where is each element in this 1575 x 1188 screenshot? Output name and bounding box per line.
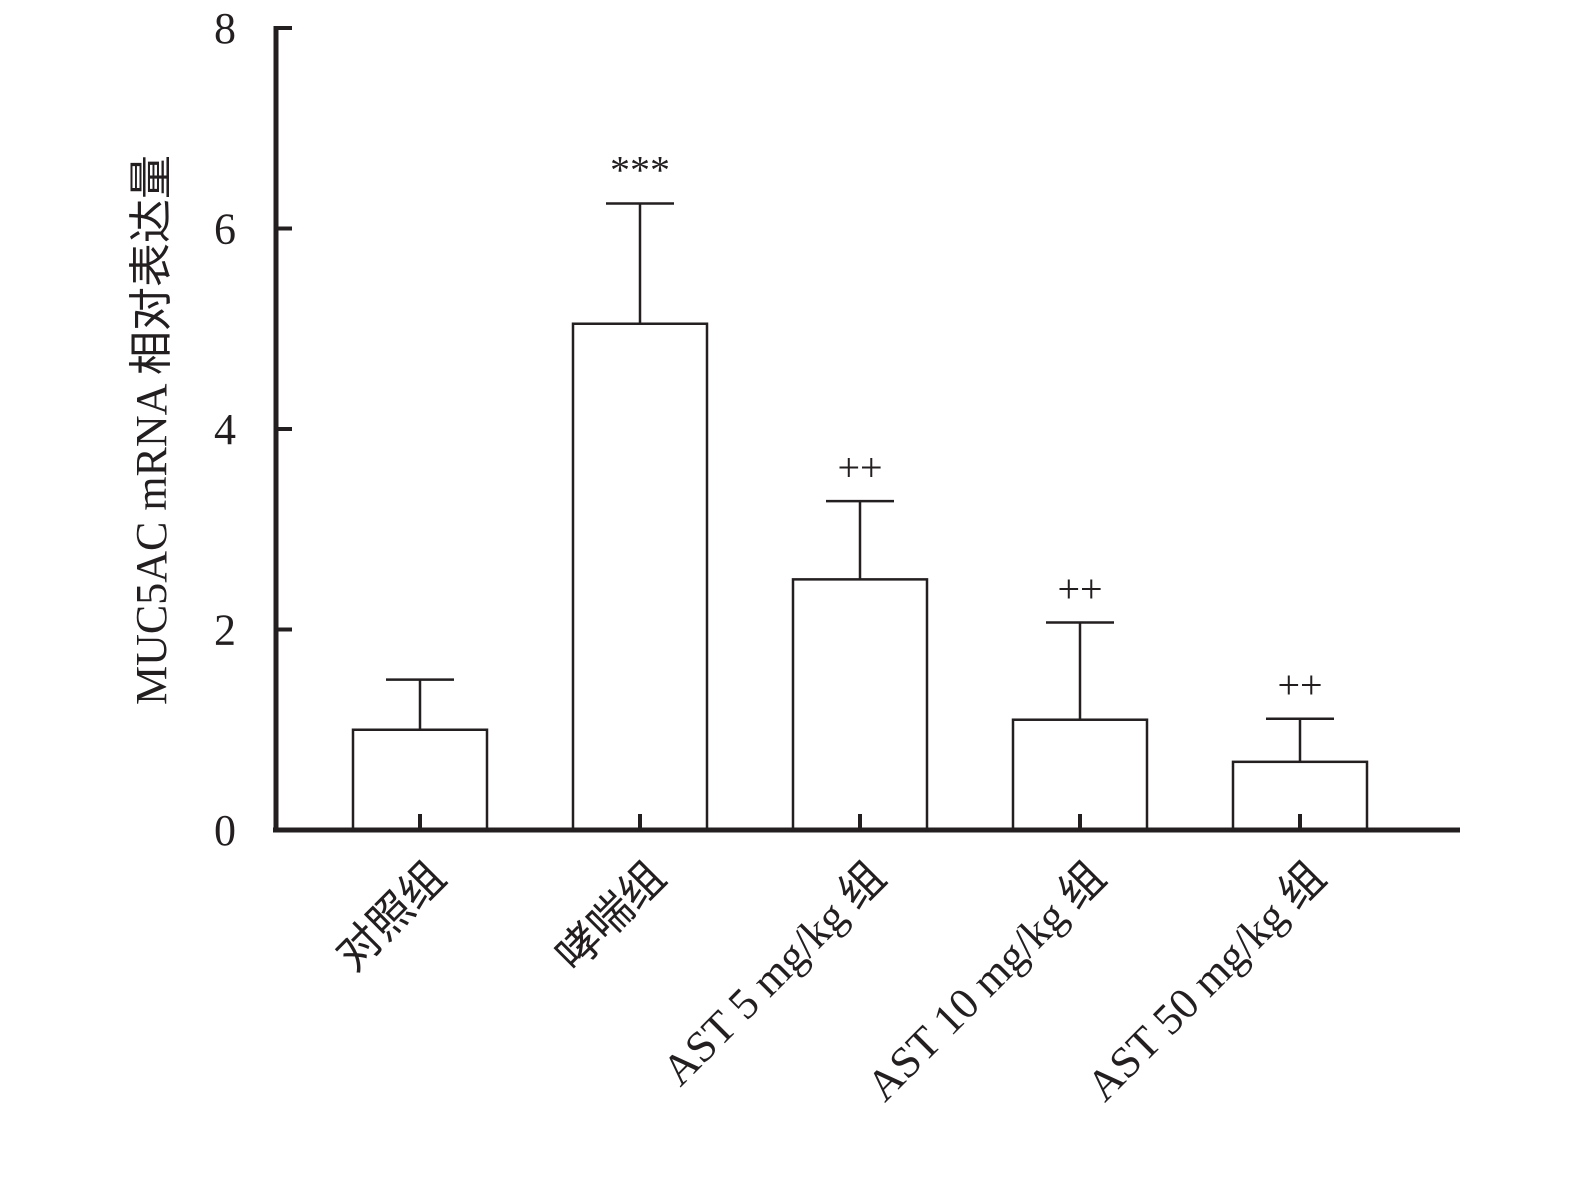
significance-label: ***: [610, 147, 670, 192]
y-tick-label: 6: [214, 205, 236, 254]
bar: [571, 322, 709, 832]
bar: [351, 728, 489, 832]
bar: [791, 578, 929, 832]
plot-area: 0 2 4 6 8 对照组 *** 哮喘组 ++ AST 5 mg/kg 组 ++ AST 10 mg…: [214, 4, 1369, 1110]
y-tick-label: 2: [214, 606, 236, 655]
significance-label: ++: [837, 445, 882, 490]
y-tick-label: 0: [214, 806, 236, 855]
category-label: AST 10 mg/kg 组: [857, 852, 1115, 1110]
y-tick-label: 4: [214, 405, 236, 454]
y-tick-label: 8: [214, 4, 236, 53]
significance-label: ++: [1057, 566, 1102, 611]
significance-label: ++: [1277, 663, 1322, 708]
category-label: AST 5 mg/kg 组: [653, 852, 895, 1094]
category-label: 哮喘组: [547, 852, 675, 980]
category-label: 对照组: [327, 852, 455, 980]
category-label: AST 50 mg/kg 组: [1077, 852, 1335, 1110]
bar: [1011, 718, 1149, 832]
y-axis-label: MUC5AC mRNA 相对表达量: [127, 155, 176, 705]
